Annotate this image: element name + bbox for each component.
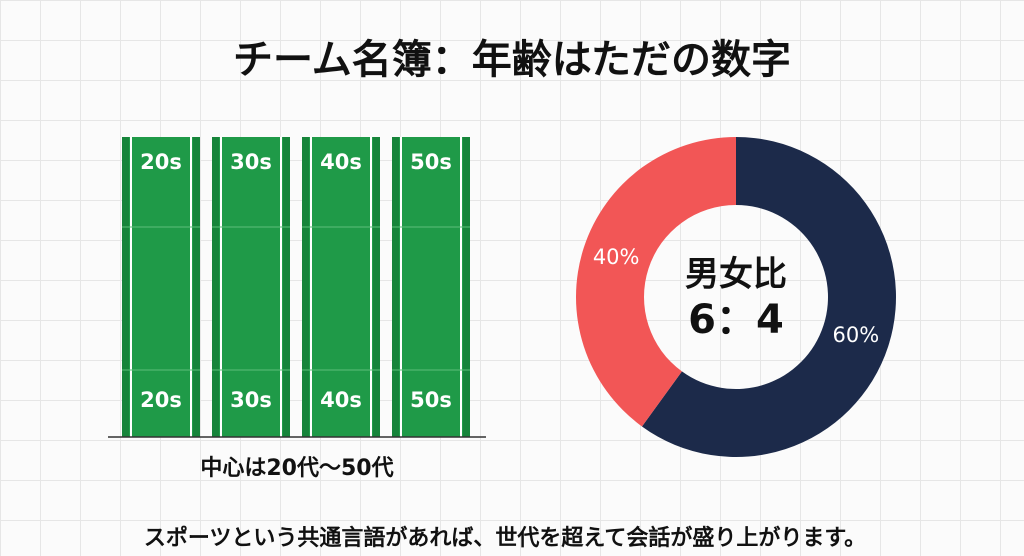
lane-edge bbox=[373, 137, 380, 437]
footer: スポーツという共通言語があれば、世代を超えて会話が盛り上がります。 bbox=[144, 525, 866, 551]
lanes: 20s 20s 30s 30s 40s 40s 50s 50s bbox=[122, 137, 470, 437]
lane-label: 30s bbox=[230, 150, 272, 174]
lanes-caption: 中心は20代〜50代 bbox=[200, 456, 393, 481]
lane-label: 50s bbox=[410, 150, 452, 174]
lane-label: 50s bbox=[410, 388, 452, 412]
center-label: 6：4 bbox=[688, 297, 784, 343]
lane-label: 40s bbox=[320, 388, 362, 412]
slice-label: 40% bbox=[593, 245, 640, 269]
lane-label: 20s bbox=[140, 388, 182, 412]
lane-edge bbox=[302, 137, 309, 437]
lane-edge bbox=[193, 137, 200, 437]
lane-label: 20s bbox=[140, 150, 182, 174]
lane-label: 40s bbox=[320, 150, 362, 174]
lane-edge bbox=[392, 137, 399, 437]
center-label: 男女比 bbox=[685, 255, 787, 295]
title: チーム名簿：年齢はただの数字 bbox=[233, 37, 791, 83]
donut-chart: 60% 40% bbox=[576, 137, 897, 458]
lane bbox=[302, 137, 380, 437]
donut-slice bbox=[641, 137, 897, 458]
lane-edge bbox=[283, 137, 290, 437]
lane bbox=[122, 137, 200, 437]
lane bbox=[392, 137, 470, 437]
donut-slice bbox=[576, 137, 736, 427]
lane bbox=[212, 137, 290, 437]
lane-edge bbox=[212, 137, 219, 437]
lane-label: 30s bbox=[230, 388, 272, 412]
lane-edge bbox=[463, 137, 470, 437]
lane-edge bbox=[122, 137, 129, 437]
slice-label: 60% bbox=[832, 323, 879, 347]
